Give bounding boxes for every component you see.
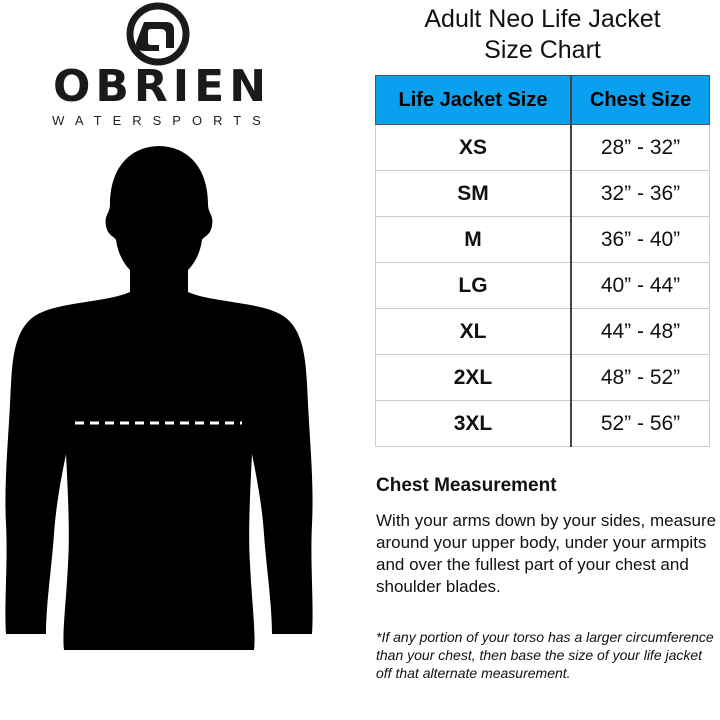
size-cell: SM xyxy=(375,170,572,217)
obrien-logo-mark xyxy=(126,2,190,66)
size-cell: 2XL xyxy=(375,354,572,401)
chest-size-cell: 28” - 32” xyxy=(570,124,710,171)
brand-tagline: WATERSPORTS xyxy=(52,113,272,128)
table-header-row: Life Jacket Size Chest Size xyxy=(375,75,710,125)
table-row: XL 44” - 48” xyxy=(375,308,710,355)
size-cell: XS xyxy=(375,124,572,171)
measurement-note: *If any portion of your torso has a larg… xyxy=(376,629,714,681)
size-cell: 3XL xyxy=(375,400,572,447)
table-row: LG 40” - 44” xyxy=(375,262,710,309)
title-line-1: Adult Neo Life Jacket xyxy=(424,5,661,33)
chart-title: Adult Neo Life Jacket Size Chart xyxy=(375,4,710,66)
chest-size-cell: 36” - 40” xyxy=(570,216,710,263)
size-cell: M xyxy=(375,216,572,263)
chest-size-cell: 40” - 44” xyxy=(570,262,710,309)
size-cell: XL xyxy=(375,308,572,355)
brand-name: OBRIEN xyxy=(52,61,272,112)
size-cell: LG xyxy=(375,262,572,309)
table-row: 3XL 52” - 56” xyxy=(375,400,710,447)
title-line-2: Size Chart xyxy=(484,36,601,64)
chest-size-cell: 52” - 56” xyxy=(570,400,710,447)
chest-size-cell: 48” - 52” xyxy=(570,354,710,401)
size-chart-table: Life Jacket Size Chest Size XS 28” - 32” S… xyxy=(375,75,710,447)
chest-size-cell: 44” - 48” xyxy=(570,308,710,355)
header-chest-size: Chest Size xyxy=(570,75,710,125)
table-row: M 36” - 40” xyxy=(375,216,710,263)
table-row: 2XL 48” - 52” xyxy=(375,354,710,401)
measurement-instructions: With your arms down by your sides, measu… xyxy=(376,511,717,596)
body-silhouette xyxy=(5,146,313,650)
table-row: SM 32” - 36” xyxy=(375,170,710,217)
table-row: XS 28” - 32” xyxy=(375,124,710,171)
measurement-heading: Chest Measurement xyxy=(376,475,557,496)
chest-size-cell: 32” - 36” xyxy=(570,170,710,217)
header-life-jacket-size: Life Jacket Size xyxy=(375,75,572,125)
